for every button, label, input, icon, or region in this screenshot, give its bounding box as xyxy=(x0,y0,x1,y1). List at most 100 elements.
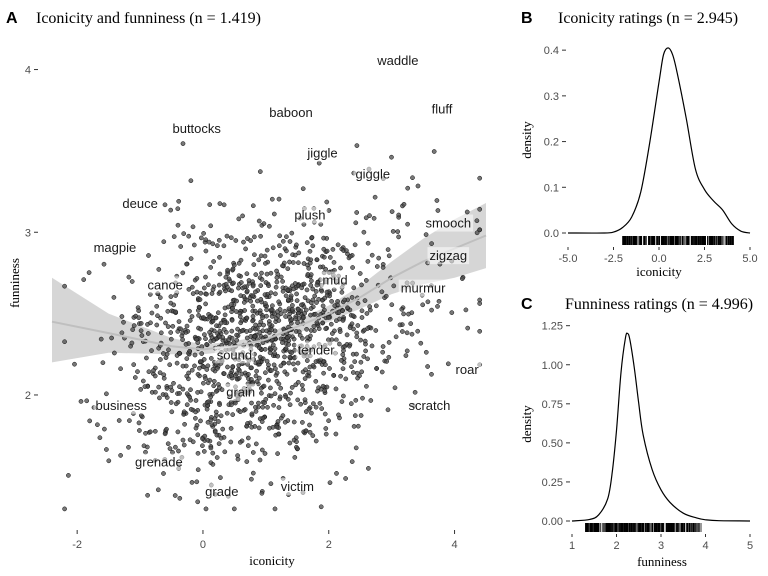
scatter-point xyxy=(379,369,385,375)
scatter-point xyxy=(307,260,313,266)
scatter-point xyxy=(244,288,250,294)
scatter-point xyxy=(176,448,181,454)
scatter-point xyxy=(218,435,224,441)
scatter-point xyxy=(268,270,274,276)
scatter-point xyxy=(249,424,255,430)
scatter-point xyxy=(217,334,222,340)
scatter-point xyxy=(184,402,190,408)
scatter-point xyxy=(210,241,216,247)
y-tick-label: 0.4 xyxy=(544,45,559,57)
scatter-point xyxy=(118,453,123,458)
scatter-point xyxy=(313,359,319,364)
scatter-point xyxy=(215,310,221,316)
scatter-point xyxy=(192,363,197,369)
scatter-point xyxy=(146,369,152,375)
scatter-point xyxy=(449,310,455,315)
scatter-point xyxy=(207,377,213,383)
scatter-point xyxy=(331,260,337,265)
scatter-point xyxy=(298,401,304,407)
scatter-point xyxy=(312,293,318,299)
panel-a: A Iconicity and funniness (n = 1.419) wa… xyxy=(6,10,487,568)
scatter-point xyxy=(216,237,222,243)
scatter-point xyxy=(339,289,345,295)
scatter-point xyxy=(376,255,382,261)
scatter-point xyxy=(305,272,311,277)
scatter-point xyxy=(221,243,227,249)
scatter-point xyxy=(310,363,316,368)
scatter-point xyxy=(139,333,145,338)
scatter-point xyxy=(396,212,402,218)
scatter-point xyxy=(198,290,204,296)
scatter-point xyxy=(287,239,293,244)
scatter-point xyxy=(237,439,243,445)
word-label-business: business xyxy=(96,398,148,413)
scatter-point xyxy=(204,367,210,372)
scatter-point xyxy=(136,315,142,321)
scatter-point xyxy=(168,294,174,299)
panel-a-title: Iconicity and funniness (n = 1.419) xyxy=(36,10,261,27)
scatter-point xyxy=(321,254,327,260)
scatter-point xyxy=(348,401,354,406)
scatter-point xyxy=(327,255,333,260)
scatter-point xyxy=(213,409,219,415)
scatter-point xyxy=(291,361,296,367)
scatter-point xyxy=(100,360,106,366)
scatter-point xyxy=(367,307,373,313)
scatter-point xyxy=(276,196,282,202)
scatter-point xyxy=(340,318,346,323)
panel-b-xlabel: iconicity xyxy=(636,264,682,279)
scatter-point xyxy=(254,368,259,374)
x-tick-label: 2 xyxy=(613,540,619,552)
scatter-point xyxy=(290,260,296,265)
scatter-point xyxy=(168,400,174,405)
scatter-points xyxy=(62,141,483,512)
scatter-point xyxy=(269,368,274,373)
y-tick-label: 2 xyxy=(25,390,31,402)
panel-b-letter: B xyxy=(521,10,533,27)
scatter-point xyxy=(146,253,151,258)
scatter-point xyxy=(366,466,371,471)
scatter-point xyxy=(214,455,220,460)
scatter-point xyxy=(188,256,194,261)
scatter-point xyxy=(281,360,287,366)
scatter-point xyxy=(181,231,187,236)
scatter-point xyxy=(253,326,258,332)
scatter-point xyxy=(251,262,257,267)
scatter-point xyxy=(271,402,276,408)
x-tick-label: 1 xyxy=(569,540,575,552)
scatter-point xyxy=(386,253,392,259)
scatter-point xyxy=(238,320,244,326)
scatter-point xyxy=(328,321,334,327)
scatter-point xyxy=(178,244,184,249)
scatter-point xyxy=(324,289,330,295)
scatter-point xyxy=(189,314,195,319)
scatter-point xyxy=(143,449,148,455)
word-label-background xyxy=(278,478,316,496)
scatter-point xyxy=(224,233,230,239)
scatter-point xyxy=(220,426,226,432)
word-label-background xyxy=(224,383,258,401)
scatter-point xyxy=(361,354,367,359)
scatter-point xyxy=(349,459,355,464)
scatter-point xyxy=(197,297,203,302)
scatter-point xyxy=(401,311,406,317)
scatter-point xyxy=(307,429,313,435)
scatter-point xyxy=(239,328,245,334)
scatter-point xyxy=(287,402,293,408)
scatter-point xyxy=(222,312,228,318)
scatter-point xyxy=(361,327,367,333)
scatter-point xyxy=(195,450,201,456)
scatter-point xyxy=(353,445,359,451)
scatter-point xyxy=(149,348,154,353)
scatter-point xyxy=(206,399,212,404)
scatter-point xyxy=(141,443,147,449)
scatter-point xyxy=(130,327,136,332)
scatter-point xyxy=(257,345,262,351)
scatter-point xyxy=(349,364,354,370)
scatter-point xyxy=(236,260,242,266)
scatter-point xyxy=(350,313,356,319)
scatter-point xyxy=(400,329,405,334)
scatter-point xyxy=(188,387,193,393)
scatter-point xyxy=(321,235,326,241)
scatter-point xyxy=(314,320,320,326)
